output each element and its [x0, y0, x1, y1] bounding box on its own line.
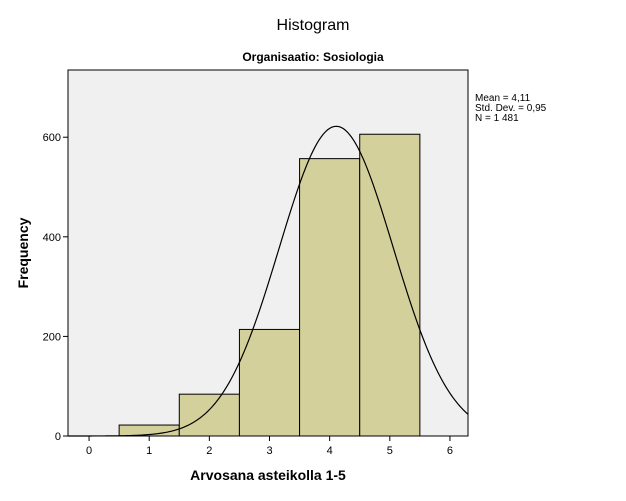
- x-tick-label-3: 3: [266, 445, 272, 457]
- stats-std-dev: Std. Dev. = 0,95: [475, 103, 547, 114]
- x-axis-label: Arvosana asteikolla 1-5: [190, 467, 346, 483]
- y-tick-label-600: 600: [43, 132, 61, 144]
- y-axis-label: Frequency: [15, 217, 31, 288]
- y-tick-label-200: 200: [43, 331, 61, 343]
- y-axis-ticks: 0 200 400 600: [43, 132, 68, 443]
- stats-box: Mean = 4,11 Std. Dev. = 0,95 N = 1 481: [475, 93, 547, 124]
- x-tick-label-4: 4: [327, 445, 333, 457]
- bar-4: [299, 158, 361, 437]
- x-tick-label-1: 1: [146, 445, 152, 457]
- bar-3: [238, 328, 301, 437]
- x-tick-label-6: 6: [447, 445, 453, 457]
- y-tick-label-400: 400: [43, 232, 61, 244]
- stats-n: N = 1 481: [475, 113, 519, 124]
- chart-title: Histogram: [277, 17, 350, 34]
- x-tick-label-5: 5: [387, 445, 393, 457]
- x-tick-label-0: 0: [86, 445, 92, 457]
- bar-2: [178, 393, 240, 437]
- bar-5: [359, 133, 421, 437]
- y-tick-label-0: 0: [55, 431, 61, 443]
- x-tick-label-2: 2: [206, 445, 212, 457]
- chart-subtitle: Organisaatio: Sosiologia: [242, 50, 384, 64]
- normal-curve: [68, 125, 469, 437]
- stats-mean: Mean = 4,11: [475, 93, 531, 104]
- histogram-bars: [118, 133, 421, 437]
- x-axis-ticks: 0 1 2 3 4 5 6: [86, 436, 453, 457]
